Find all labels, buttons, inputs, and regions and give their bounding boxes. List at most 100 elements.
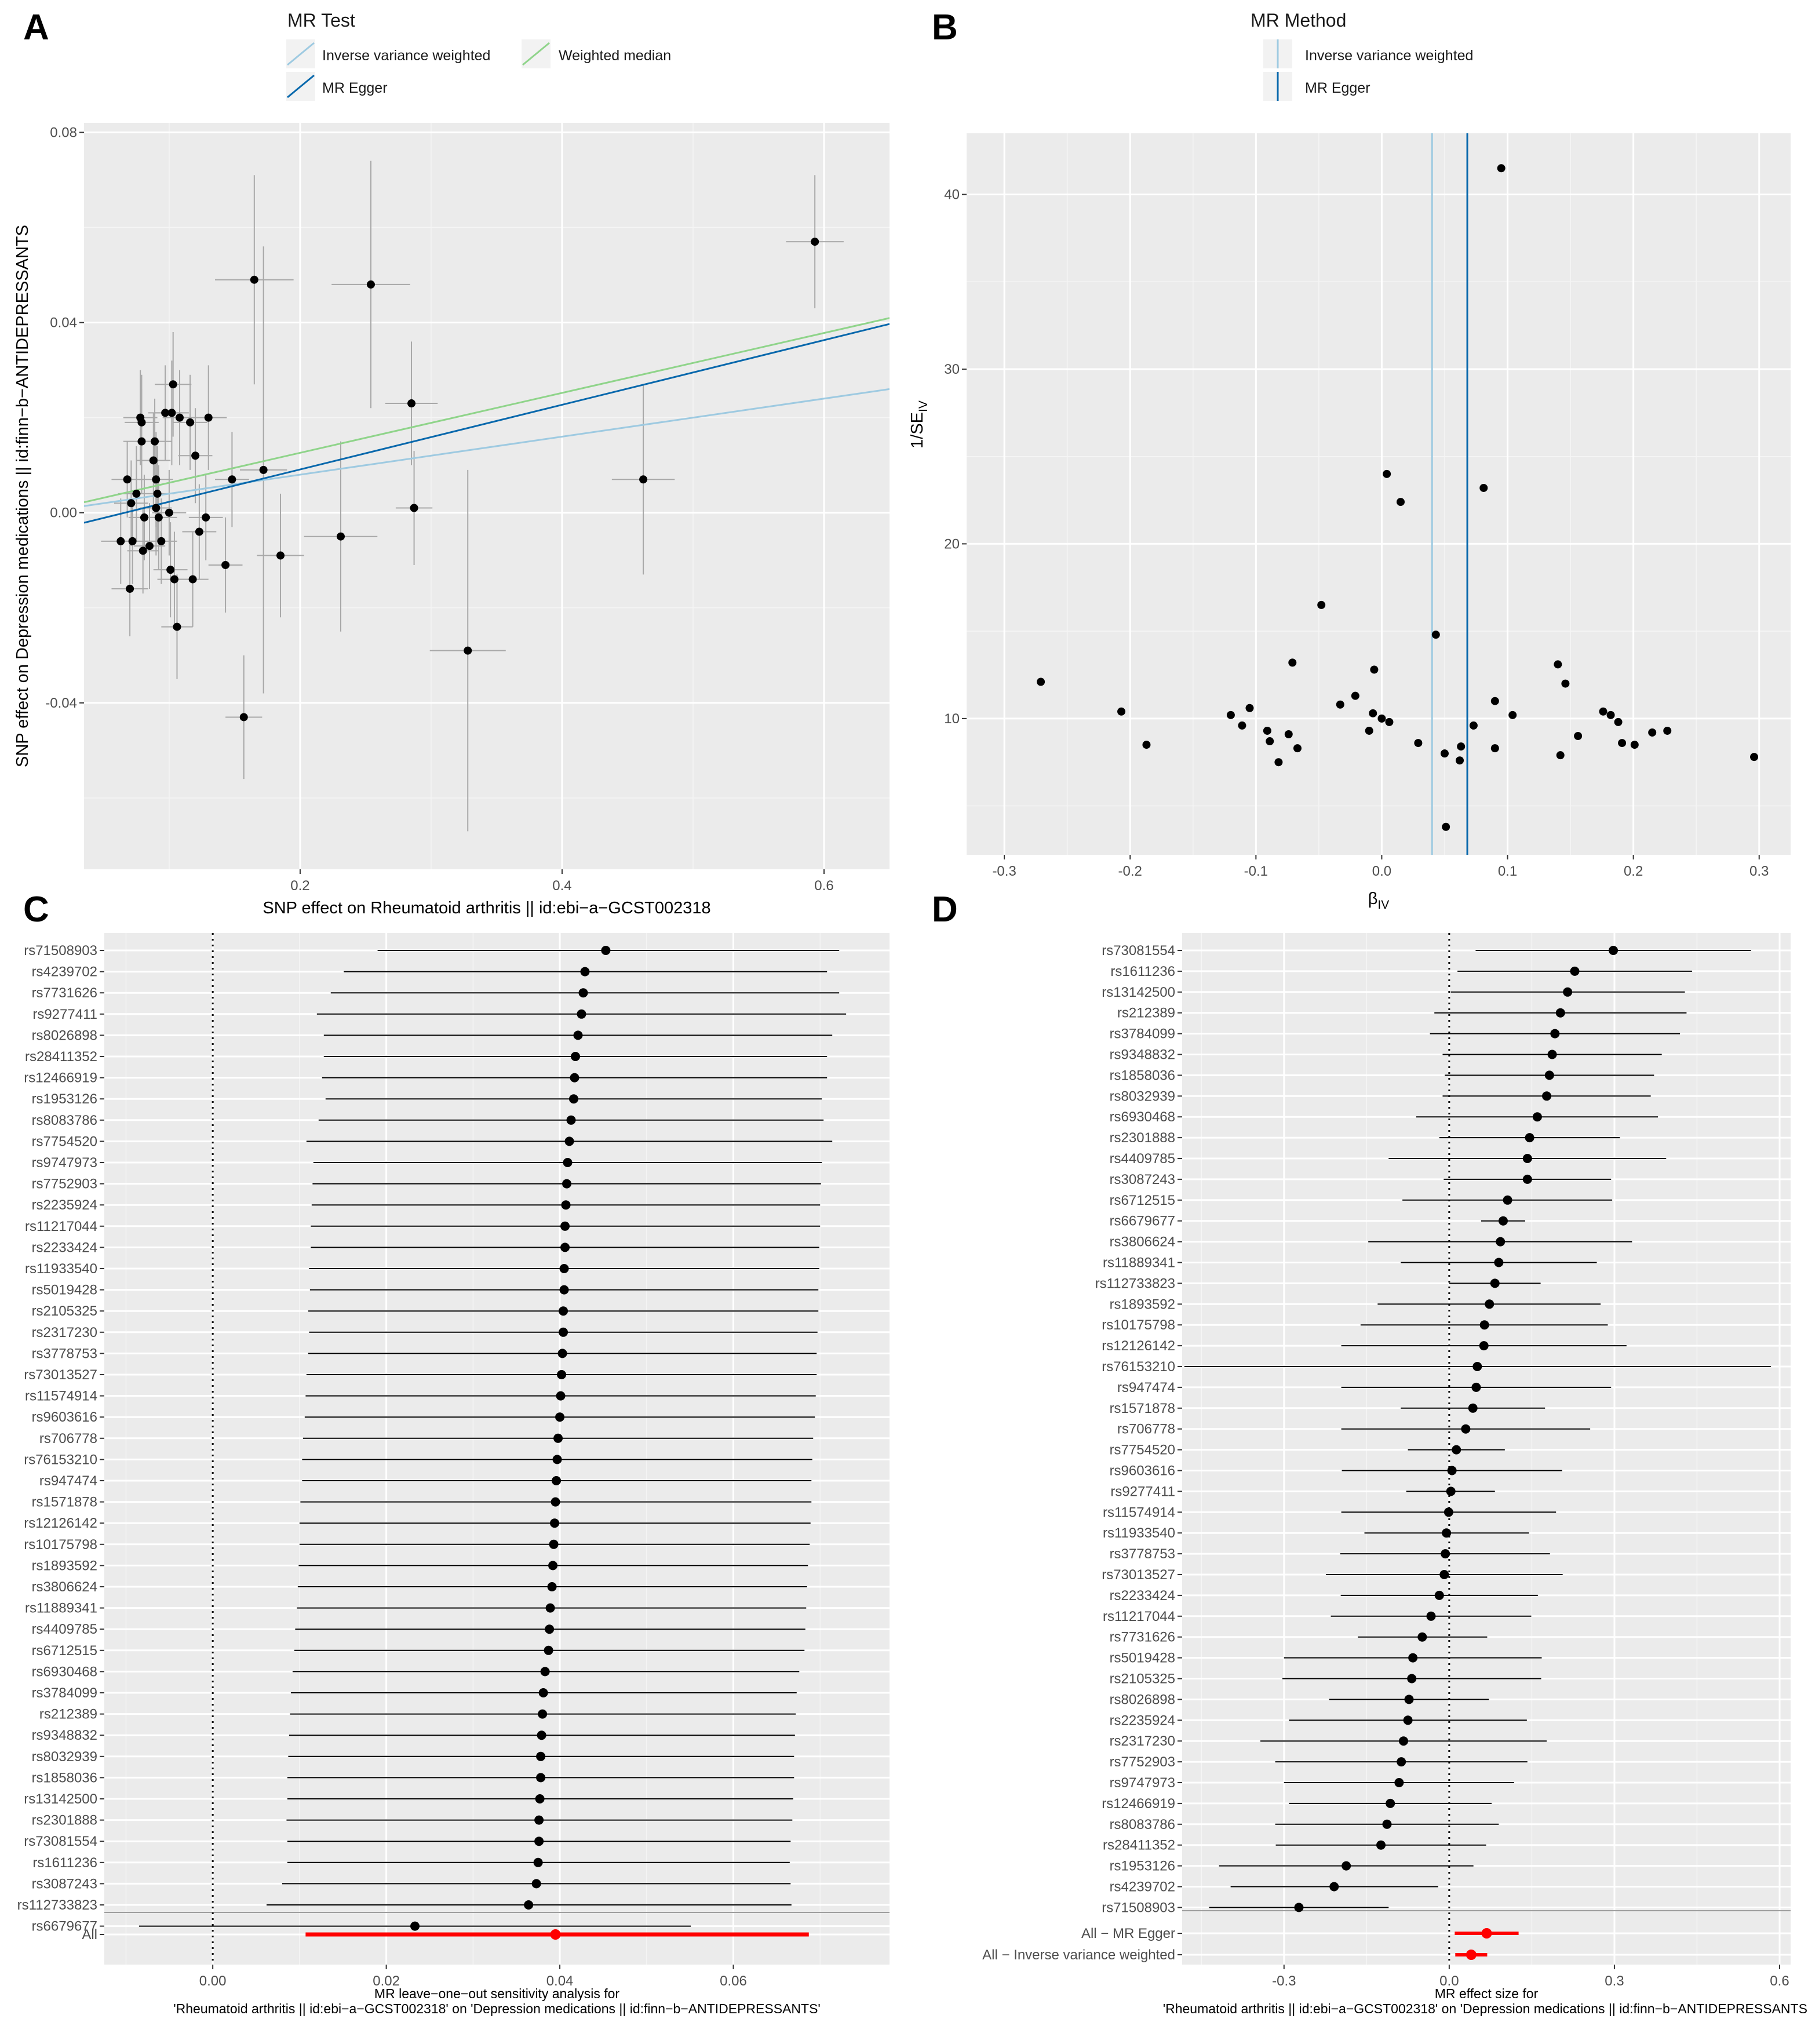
d-summary-point — [1466, 1950, 1477, 1960]
panel-label-d: D — [932, 890, 958, 930]
b-point — [1117, 707, 1126, 716]
c-estimate-point — [557, 1349, 567, 1358]
c-estimate-point — [534, 1837, 544, 1846]
b-tick-label-x: -0.3 — [992, 863, 1016, 879]
b-point — [1385, 717, 1394, 726]
d-estimate-point — [1407, 1674, 1417, 1684]
a-point — [140, 513, 148, 522]
d-row-label: rs3778753 — [1110, 1546, 1175, 1562]
d-estimate-point — [1408, 1653, 1418, 1663]
d-row-label: rs6712515 — [1110, 1193, 1175, 1208]
a-point — [127, 499, 136, 508]
c-estimate-point — [552, 1455, 562, 1464]
a-point — [152, 504, 161, 512]
d-estimate-point — [1434, 1590, 1444, 1600]
b-tick-label-y: 40 — [944, 187, 960, 203]
b-point — [1561, 679, 1570, 688]
c-row-label: rs947474 — [39, 1473, 97, 1489]
d-row-label: rs6930468 — [1110, 1109, 1175, 1125]
d-summary-point — [1481, 1928, 1492, 1939]
a-point — [228, 475, 236, 484]
b-point — [1263, 726, 1271, 735]
legend-b-title: MR Method — [1251, 10, 1346, 31]
d-estimate-point — [1503, 1195, 1512, 1205]
d-summary-label: All − MR Egger — [1081, 1926, 1175, 1941]
b-point — [1142, 741, 1151, 749]
d-estimate-point — [1471, 1382, 1481, 1392]
a-point — [366, 280, 375, 289]
legend-a-swatch-wm — [522, 42, 550, 66]
c-row-label: rs13142500 — [24, 1791, 97, 1807]
c-x-axis-label: MR leave−one−out sensitivity analysis fo… — [374, 1986, 619, 2001]
legend-a-swatch-ivw — [287, 42, 315, 66]
b-point — [1606, 711, 1615, 719]
c-tick-label-x: 0.00 — [199, 1973, 227, 1989]
d-row-label: rs2317230 — [1110, 1733, 1175, 1749]
a-tick-label-x: 0.2 — [290, 878, 309, 894]
b-point — [1288, 658, 1297, 667]
b-point — [1556, 751, 1565, 760]
d-row-label: rs3087243 — [1110, 1172, 1175, 1187]
c-estimate-point — [550, 1518, 560, 1528]
a-tick-label-x: 0.4 — [552, 878, 571, 894]
a-point — [811, 238, 819, 246]
d-row-label: rs1953126 — [1110, 1859, 1175, 1874]
c-row-label: rs2233424 — [32, 1240, 97, 1255]
legend-a-label-ivw: Inverse variance weighted — [322, 48, 490, 64]
c-estimate-point — [552, 1476, 562, 1485]
d-row-label: rs3806624 — [1110, 1234, 1175, 1250]
d-row-label: rs8026898 — [1110, 1692, 1175, 1707]
c-estimate-point — [573, 1030, 583, 1040]
c-estimate-point — [555, 1412, 565, 1422]
d-row-label: rs10175798 — [1102, 1317, 1175, 1333]
b-point — [1317, 600, 1326, 609]
b-point — [1369, 709, 1377, 717]
c-row-label: rs71508903 — [24, 943, 97, 959]
c-estimate-point — [533, 1857, 543, 1867]
c-row-label: rs12126142 — [24, 1515, 97, 1531]
c-estimate-point — [551, 1497, 560, 1507]
a-point — [173, 622, 181, 631]
d-estimate-point — [1479, 1341, 1489, 1351]
c-row-label: rs7752903 — [32, 1176, 97, 1192]
c-estimate-point — [545, 1624, 555, 1634]
c-estimate-point — [556, 1391, 566, 1401]
a-point — [145, 542, 154, 551]
c-row-label: rs1953126 — [32, 1091, 97, 1107]
a-data-area — [84, 161, 890, 832]
d-row-label: rs4239702 — [1110, 1879, 1175, 1895]
a-point — [336, 532, 345, 541]
d-estimate-point — [1404, 1695, 1414, 1704]
c-estimate-point — [566, 1115, 576, 1125]
b-point — [1274, 758, 1283, 767]
c-estimate-point — [577, 1009, 586, 1019]
d-row-label: rs1611236 — [1110, 964, 1175, 979]
a-tick-label-y: 0.04 — [50, 315, 77, 331]
d-row-label: rs13142500 — [1102, 985, 1175, 1000]
c-row-label: rs9603616 — [32, 1409, 97, 1425]
d-row-label: rs9747973 — [1110, 1775, 1175, 1791]
b-point — [1574, 732, 1583, 741]
c-row-label: rs7731626 — [32, 985, 97, 1001]
b-point — [1442, 822, 1450, 831]
c-estimate-point — [538, 1709, 548, 1719]
d-row-label: rs706778 — [1117, 1422, 1175, 1437]
c-row-label: rs3806624 — [32, 1579, 97, 1595]
c-summary-label: All — [82, 1927, 97, 1943]
d-estimate-point — [1461, 1424, 1471, 1434]
b-tick-label-x: 0.0 — [1372, 863, 1391, 879]
b-point — [1456, 756, 1464, 765]
c-estimate-point — [563, 1158, 573, 1167]
c-estimate-point — [410, 1921, 420, 1931]
b-point — [1037, 677, 1045, 686]
c-estimate-point — [535, 1794, 545, 1803]
b-tick-label-x: 0.3 — [1749, 863, 1769, 879]
d-x-axis-subtitle: 'Rheumatoid arthritis || id:ebi−a−GCST00… — [1163, 2001, 1808, 2016]
d-estimate-point — [1441, 1549, 1450, 1559]
b-point — [1245, 704, 1254, 712]
a-point — [169, 380, 177, 389]
a-point — [149, 456, 158, 465]
b-point — [1336, 700, 1344, 709]
legend-a-swatch-egger — [287, 74, 315, 99]
b-point — [1284, 730, 1293, 738]
